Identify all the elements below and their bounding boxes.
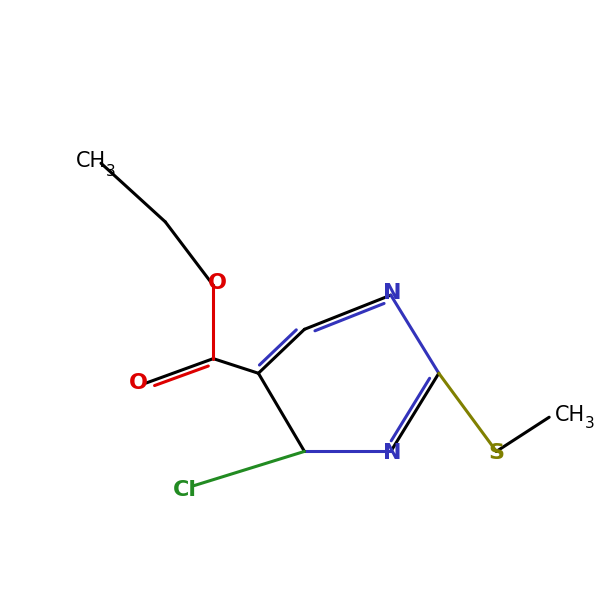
Text: O: O bbox=[208, 274, 227, 293]
Text: CH: CH bbox=[555, 405, 586, 425]
Text: Cl: Cl bbox=[172, 481, 196, 500]
Text: O: O bbox=[129, 373, 148, 393]
Text: 3: 3 bbox=[584, 416, 595, 431]
Text: N: N bbox=[383, 443, 402, 463]
Text: 3: 3 bbox=[106, 164, 115, 179]
Text: N: N bbox=[383, 283, 402, 303]
Text: S: S bbox=[488, 443, 505, 463]
Text: CH: CH bbox=[76, 151, 106, 171]
